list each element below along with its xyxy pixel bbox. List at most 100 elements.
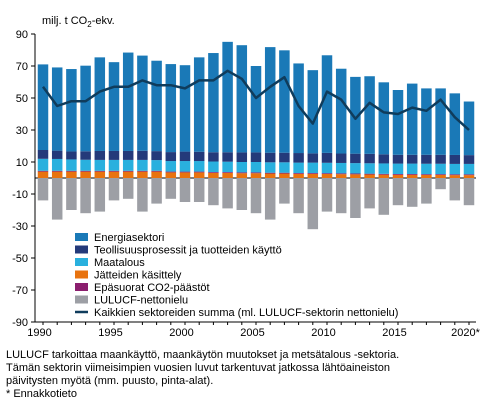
bar-segment — [222, 152, 233, 162]
line-group — [41, 69, 470, 131]
bar-segment — [80, 170, 91, 172]
bar-segment — [236, 152, 248, 162]
bar-segment — [137, 55, 148, 151]
bar-segment — [364, 163, 375, 174]
bar-segment — [307, 153, 319, 163]
bar-segment — [122, 150, 134, 160]
bar-segment — [250, 173, 262, 178]
note-line-4: * Ennakkotieto — [6, 388, 77, 400]
bar-segment — [236, 172, 248, 174]
bar-segment — [264, 152, 276, 163]
bar-segment — [392, 154, 404, 164]
bar-segment — [236, 173, 248, 178]
bar-segment — [208, 161, 219, 173]
bar-segment — [222, 41, 233, 153]
bar-segment — [94, 150, 106, 160]
bar-lulucf — [364, 178, 375, 209]
bar-lulucf — [151, 178, 162, 204]
bar-segment — [463, 174, 475, 176]
bar-lulucf — [421, 178, 432, 204]
bar-segment — [406, 154, 418, 164]
bar-segment — [321, 55, 333, 153]
bar-segment — [264, 172, 276, 174]
bar-segment — [321, 162, 333, 174]
bar-segment — [51, 158, 63, 171]
bar-lulucf — [279, 178, 290, 204]
bar-segment — [293, 162, 304, 174]
bar-segment — [122, 52, 134, 151]
bar-segment — [279, 162, 290, 173]
x-tick-label: 2010 — [311, 327, 335, 339]
bar-segment — [264, 47, 276, 153]
bar-segment — [137, 150, 148, 160]
bar-segment — [293, 173, 304, 174]
bar-segment — [279, 50, 290, 153]
bar-lulucf — [222, 178, 233, 209]
legend-swatch — [75, 245, 88, 254]
note-line-3: päivitysten myötä (mm. puusto, pinta-ala… — [6, 375, 214, 387]
bar-segment — [350, 173, 361, 175]
bar-lulucf — [80, 178, 91, 214]
bar-segment — [137, 159, 148, 171]
bar-segment — [179, 151, 191, 162]
bar-segment — [151, 171, 162, 178]
bar-lulucf — [392, 178, 404, 206]
bar-segment — [37, 64, 49, 150]
bar-segment — [463, 175, 475, 178]
bar-segment — [108, 62, 120, 151]
y-tick-label: -10 — [12, 189, 28, 201]
bar-segment — [165, 152, 177, 162]
bar-segment — [151, 151, 162, 161]
bar-segment — [406, 174, 418, 175]
bar-segment — [94, 57, 106, 151]
bar-segment — [80, 171, 91, 178]
bar-segment — [179, 161, 191, 172]
bar-segment — [122, 171, 134, 178]
legend-swatch — [75, 233, 88, 241]
bar-segment — [193, 151, 205, 162]
bar-segment — [193, 161, 205, 172]
bar-segment — [463, 163, 475, 175]
y-tick-label: 90 — [16, 29, 28, 41]
bar-segment — [80, 151, 91, 160]
bar-segment — [421, 154, 432, 164]
bar-segment — [293, 63, 304, 154]
bar-segment — [51, 150, 63, 159]
y-tick-label: 50 — [16, 93, 28, 105]
bar-segment — [37, 171, 49, 178]
bars-group — [37, 41, 475, 230]
bar-segment — [222, 172, 233, 178]
bar-segment — [463, 155, 475, 164]
bar-segment — [335, 174, 347, 178]
bar-segment — [279, 173, 290, 178]
bar-segment — [350, 163, 361, 174]
bar-segment — [193, 57, 205, 152]
bar-lulucf — [435, 178, 446, 190]
bar-segment — [151, 170, 162, 172]
bar-segment — [66, 159, 77, 171]
bar-segment — [179, 172, 191, 178]
bar-segment — [236, 162, 248, 173]
bar-segment — [406, 174, 418, 178]
y-tick-label: 10 — [16, 157, 28, 169]
bar-segment — [321, 173, 333, 174]
legend-swatch — [75, 295, 88, 304]
bar-lulucf — [350, 178, 361, 218]
bar-segment — [37, 170, 49, 172]
bar-segment — [151, 160, 162, 171]
bar-lulucf — [122, 178, 134, 199]
bar-segment — [435, 163, 446, 175]
bar-segment — [449, 175, 461, 178]
bar-segment — [250, 152, 262, 162]
x-tick-label: 2020* — [451, 327, 480, 339]
bar-segment — [51, 67, 63, 151]
bar-segment — [208, 152, 219, 162]
bar-lulucf — [406, 178, 418, 207]
bar-segment — [378, 173, 390, 175]
bar-segment — [66, 170, 77, 172]
bar-lulucf — [208, 178, 219, 206]
bar-segment — [108, 170, 120, 172]
